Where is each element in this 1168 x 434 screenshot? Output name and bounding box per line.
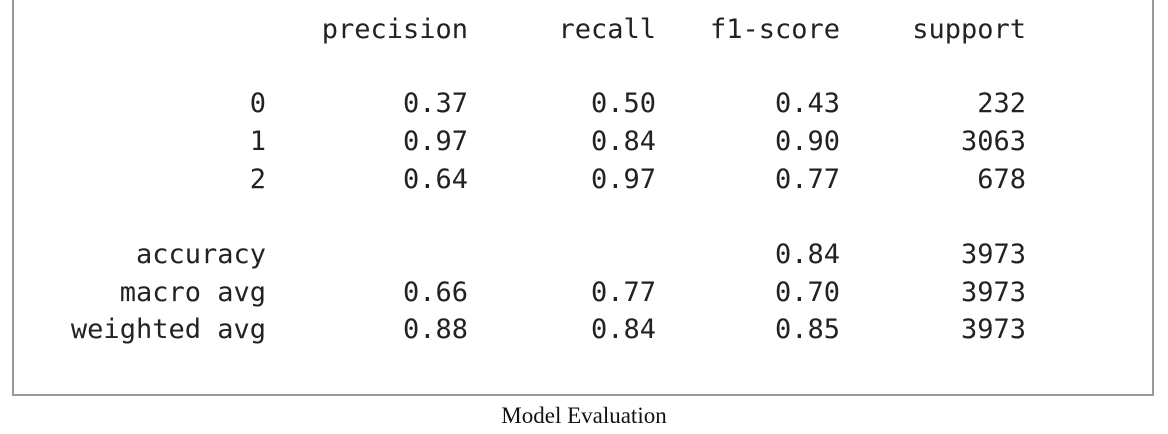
f1-score-value: 0.77 — [774, 164, 840, 195]
row-label: 1 — [249, 126, 266, 157]
class-row-1: 1 0.97 0.84 0.90 3063 — [14, 125, 1152, 159]
recall-value: 0.77 — [590, 277, 656, 308]
header-f1-score: f1-score — [709, 14, 840, 45]
classification-report: precision recall f1-score support 0 0.37… — [14, 0, 1152, 394]
recall-value: 0.84 — [590, 314, 656, 345]
class-row-2: 2 0.64 0.97 0.77 678 — [14, 163, 1152, 197]
support-value: 3063 — [960, 126, 1026, 157]
precision-value: 0.88 — [402, 314, 468, 345]
support-value: 3973 — [960, 239, 1026, 270]
f1-score-value: 0.90 — [774, 126, 840, 157]
row-label: accuracy — [135, 239, 266, 270]
precision-value: 0.64 — [402, 164, 468, 195]
figure-caption: Model Evaluation — [501, 403, 667, 428]
summary-row-macro-avg: macro avg 0.66 0.77 0.70 3973 — [14, 276, 1152, 310]
header-recall: recall — [558, 14, 656, 45]
precision-value: 0.97 — [402, 126, 468, 157]
recall-value: 0.97 — [590, 164, 656, 195]
f1-score-value: 0.70 — [774, 277, 840, 308]
class-row-0: 0 0.37 0.50 0.43 232 — [14, 87, 1152, 121]
row-label: macro avg — [119, 277, 266, 308]
f1-score-value: 0.85 — [774, 314, 840, 345]
precision-value: 0.66 — [402, 277, 468, 308]
recall-value: 0.50 — [590, 88, 656, 119]
classification-report-box: precision recall f1-score support 0 0.37… — [12, 0, 1154, 396]
summary-row-weighted-avg: weighted avg 0.88 0.84 0.85 3973 — [14, 313, 1152, 347]
support-value: 232 — [977, 88, 1026, 119]
support-value: 3973 — [960, 314, 1026, 345]
recall-value: 0.84 — [590, 126, 656, 157]
row-label: weighted avg — [70, 314, 266, 345]
row-label: 2 — [249, 164, 266, 195]
precision-value: 0.37 — [402, 88, 468, 119]
f1-score-value: 0.43 — [774, 88, 840, 119]
header-support: support — [912, 14, 1026, 45]
header-precision: precision — [321, 14, 468, 45]
support-value: 3973 — [960, 277, 1026, 308]
report-header-row: precision recall f1-score support — [14, 13, 1152, 47]
f1-score-value: 0.84 — [774, 239, 840, 270]
row-label: 0 — [249, 88, 266, 119]
summary-row-accuracy: accuracy 0.84 3973 — [14, 238, 1152, 272]
support-value: 678 — [977, 164, 1026, 195]
